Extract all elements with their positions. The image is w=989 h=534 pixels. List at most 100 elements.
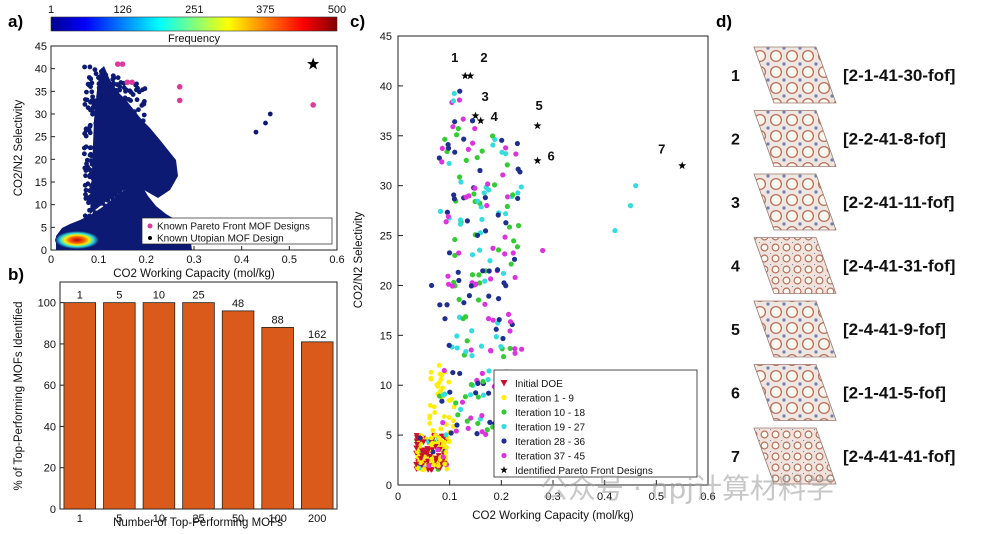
density-point: [93, 99, 99, 105]
y-tick-label-c: 45: [380, 31, 392, 43]
density-point: [134, 97, 140, 103]
iteration-point: [482, 301, 488, 307]
pareto-point: [114, 61, 121, 67]
iteration-point: [456, 97, 463, 103]
density-point: [127, 197, 133, 203]
density-point: [81, 151, 87, 157]
pareto-label: 6: [548, 149, 555, 164]
iteration-point: [457, 370, 463, 377]
density-point: [88, 158, 94, 164]
iteration-point: [488, 348, 494, 354]
iteration-point: [503, 145, 509, 151]
density-point: [110, 83, 116, 88]
iteration-point: [505, 311, 512, 317]
bar-data-label: 1: [77, 290, 83, 302]
iteration-point: [442, 316, 448, 322]
watermark: 公众号 · npj计算材料学: [540, 472, 834, 505]
y-tick-label-b: 0: [50, 504, 56, 516]
density-point: [131, 213, 136, 219]
y-tick-label-a: 30: [35, 109, 47, 121]
iteration-point: [511, 256, 518, 262]
iteration-point: [487, 419, 493, 425]
density-point: [117, 84, 123, 90]
iteration-point: [439, 159, 445, 165]
iteration-point: [442, 136, 448, 142]
initial-doe-point: [424, 458, 431, 465]
iteration-point: [452, 149, 458, 155]
mof-structure-image: [753, 110, 837, 167]
pareto-label: 4: [491, 109, 499, 124]
iteration-point: [444, 445, 449, 450]
density-point: [116, 178, 122, 184]
iteration-point: [444, 209, 450, 215]
legend-c-entry: Identified Pareto Front Designs: [515, 466, 653, 477]
iteration-point: [506, 224, 513, 230]
colorbar-tick-label: 375: [256, 4, 274, 16]
y-tick-label-c: 10: [380, 380, 392, 392]
bar: [103, 302, 136, 510]
density-point: [99, 128, 105, 134]
density-point: [87, 124, 93, 129]
legend-c-entry: Iteration 1 - 9: [515, 394, 574, 405]
x-tick-label-a: 0.4: [234, 254, 249, 266]
legend-c-entry: Iteration 28 - 36: [515, 437, 585, 448]
density-point: [113, 110, 119, 116]
y-tick-label-c: 0: [386, 480, 392, 492]
legend-a-pareto: Known Pareto Front MOF Designs: [157, 222, 310, 233]
x-tick-label-c: 0.2: [494, 491, 509, 503]
initial-doe-point: [425, 447, 432, 454]
density-point: [142, 86, 148, 92]
structure-number: 4: [731, 259, 740, 276]
density-point: [89, 89, 95, 95]
structure-number: 2: [731, 132, 740, 149]
initial-doe-point: [420, 439, 427, 445]
iteration-point: [512, 274, 518, 281]
density-point: [105, 197, 111, 203]
iteration-point: [479, 216, 485, 223]
density-point: [83, 192, 88, 197]
bar: [63, 302, 97, 510]
density-point: [101, 97, 107, 103]
density-point: [96, 139, 102, 145]
y-tick-label-a: 25: [35, 132, 47, 144]
density-point: [110, 215, 116, 221]
density-point: [129, 191, 134, 197]
iteration-point: [489, 133, 496, 139]
legend-c-entry: Iteration 19 - 27: [515, 423, 585, 434]
iteration-point: [485, 316, 492, 322]
iteration-point: [487, 258, 493, 264]
y-tick-label-a: 45: [35, 41, 47, 53]
iteration-point: [440, 420, 446, 426]
iteration-point: [449, 283, 456, 289]
iteration-point: [474, 431, 480, 437]
density-point: [103, 123, 109, 129]
density-point: [95, 162, 101, 167]
density-point: [141, 112, 147, 118]
density-point: [134, 180, 139, 186]
pareto-point: [129, 79, 135, 86]
structure-name: [2-1-41-30-fof]: [843, 66, 955, 85]
density-point: [121, 85, 127, 91]
density-point: [139, 189, 145, 195]
pareto-star: [678, 161, 687, 170]
iteration-point: [446, 379, 452, 385]
iteration-point: [442, 461, 448, 467]
density-point: [115, 151, 121, 157]
iteration-point: [455, 126, 461, 132]
density-point: [133, 82, 139, 88]
density-point: [131, 200, 137, 206]
legend-a-pareto-marker: [147, 223, 153, 229]
iteration-point: [463, 157, 469, 164]
density-point: [96, 81, 102, 87]
y-axis-label-c: CO2/N2 Selectivity: [353, 212, 365, 309]
iteration-point: [514, 244, 521, 250]
density-point: [90, 104, 96, 110]
bar-data-label: 25: [192, 290, 204, 302]
iteration-point: [472, 125, 478, 132]
legend-c-marker: [501, 438, 507, 444]
density-point: [111, 114, 117, 120]
density-point: [105, 103, 111, 109]
density-point: [114, 188, 120, 194]
density-point: [84, 89, 89, 95]
iteration-point: [476, 272, 482, 278]
